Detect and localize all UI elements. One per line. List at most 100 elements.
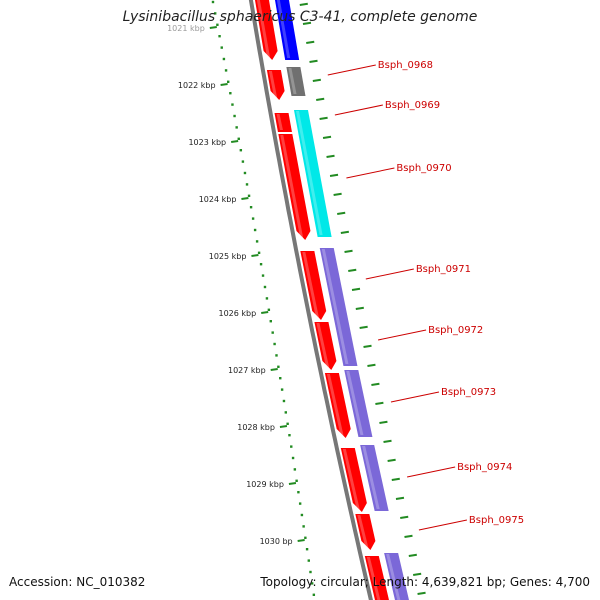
- ruler-dot: [310, 582, 314, 585]
- ruler-major-tick: [261, 311, 269, 314]
- gene-arrow-forward: [266, 70, 285, 100]
- ruler-label: 1026 kbp: [219, 309, 257, 318]
- ruler-dot: [288, 434, 291, 437]
- ruler-dot: [237, 137, 240, 140]
- gene-block-cyan: [293, 110, 332, 237]
- gene-arrow-forward: [314, 322, 337, 370]
- outer-tick: [383, 439, 392, 443]
- outer-tick: [375, 401, 384, 405]
- ruler-dot: [304, 536, 307, 539]
- ruler-dot: [273, 342, 276, 346]
- genome-backbone: [248, 0, 373, 600]
- gene-callout: Bsph_0969: [334, 100, 440, 116]
- gene-arrow-forward: [254, 0, 278, 60]
- outer-tick: [400, 515, 409, 519]
- outer-tick: [309, 59, 318, 63]
- ruler-label: 1029 kbp: [246, 480, 284, 489]
- gene-arrow-forward: [340, 448, 367, 512]
- gene-callouts: Bsph_0968 Bsph_0969 Bsph_0970 Bsph_0971 Bsph…: [327, 60, 524, 531]
- gene-label: Bsph_0974: [457, 462, 512, 473]
- ruler-dot: [271, 331, 274, 334]
- ruler-dot: [293, 468, 297, 471]
- genome-summary: Topology: circular; Length: 4,639,821 bp…: [260, 575, 590, 589]
- ruler-dot: [224, 69, 228, 72]
- ruler-major-tick: [270, 368, 278, 371]
- ruler-dot: [216, 23, 219, 26]
- callout-leader-line: [327, 64, 376, 76]
- ruler-dot: [227, 80, 230, 83]
- ruler-major-tick: [288, 482, 297, 485]
- gene-callout: Bsph_0972: [377, 325, 483, 341]
- callout-leader-line: [407, 466, 456, 478]
- gene-arrow-forward: [278, 134, 311, 240]
- ruler-label: 1023 kbp: [188, 138, 226, 147]
- gene-label: Bsph_0975: [469, 515, 524, 526]
- ruler-dot: [222, 57, 226, 61]
- callout-leader-line: [334, 104, 383, 116]
- outer-tick-marks: [299, 2, 426, 595]
- ruler-label: 1028 kbp: [237, 423, 275, 432]
- ruler-dot: [290, 445, 293, 448]
- ruler-dot: [239, 149, 243, 152]
- outer-tick: [371, 382, 380, 386]
- gene-block-purple: [319, 248, 358, 366]
- ruler-dot: [312, 593, 316, 596]
- callout-leader-line: [390, 391, 440, 403]
- ruler-dot: [267, 308, 271, 311]
- gene-arrow-forward: [355, 514, 376, 550]
- accession-label: Accession: NC_010382: [9, 575, 146, 589]
- outer-tick: [316, 97, 325, 101]
- ruler-label: 1022 kbp: [178, 81, 216, 90]
- gene-block-blue: [274, 0, 300, 60]
- gene-arrow-forward: [364, 556, 389, 600]
- ruler-dot: [269, 320, 272, 323]
- ruler-dot: [218, 35, 221, 38]
- ruler-dot: [243, 171, 247, 175]
- outer-tick: [333, 192, 342, 196]
- inner-ruler-ring: [211, 0, 316, 596]
- ruler-dot: [211, 0, 215, 4]
- ruler-labels: 1021 kbp 1022 kbp 1023 kbp 1024 kbp 1025 kbp…: [167, 24, 305, 546]
- ruler-dot: [247, 194, 251, 197]
- ruler-label: 1025 kbp: [209, 252, 247, 261]
- ruler-dot: [277, 365, 280, 368]
- ruler-label: 1021 kbp: [167, 24, 205, 33]
- ruler-dot: [280, 388, 284, 391]
- ruler-major-tick: [220, 83, 228, 86]
- ruler-dot: [255, 240, 259, 243]
- ruler-dot: [259, 263, 263, 266]
- outer-tick: [387, 458, 396, 462]
- outer-tick: [355, 306, 364, 310]
- ruler-major-tick: [241, 197, 249, 200]
- gene-callout: Bsph_0971: [365, 264, 471, 280]
- gene-callout: Bsph_0970: [346, 163, 452, 179]
- outer-tick: [302, 21, 312, 25]
- gene-arrow-forward: [274, 113, 292, 132]
- ruler-dot: [253, 228, 257, 232]
- gene-features: [254, 0, 409, 600]
- outer-tick: [312, 78, 321, 82]
- ruler-dot: [297, 491, 300, 494]
- ruler-dot: [220, 46, 223, 49]
- gene-label: Bsph_0969: [385, 100, 440, 111]
- callout-leader-line: [418, 519, 468, 531]
- ruler-dot: [307, 559, 310, 562]
- ruler-dot: [309, 570, 312, 574]
- ruler-dot: [249, 206, 253, 209]
- gene-label: Bsph_0973: [441, 387, 496, 398]
- map-title: Lysinibacillus sphaericus C3-41, complet…: [122, 9, 478, 25]
- ruler-major-tick: [209, 26, 217, 29]
- ruler-dot: [305, 548, 309, 551]
- outer-tick: [404, 534, 413, 538]
- ruler-label: 1030 bp: [260, 537, 293, 546]
- ruler-dot: [295, 479, 298, 482]
- ruler-dot: [261, 274, 265, 277]
- ruler-dot: [284, 411, 288, 414]
- gene-block-purple: [360, 445, 389, 511]
- ruler-dot: [265, 297, 269, 300]
- outer-tick: [344, 249, 353, 253]
- outer-tick: [379, 420, 388, 424]
- ruler-label: 1024 kbp: [199, 195, 237, 204]
- gene-label: Bsph_0968: [378, 60, 433, 71]
